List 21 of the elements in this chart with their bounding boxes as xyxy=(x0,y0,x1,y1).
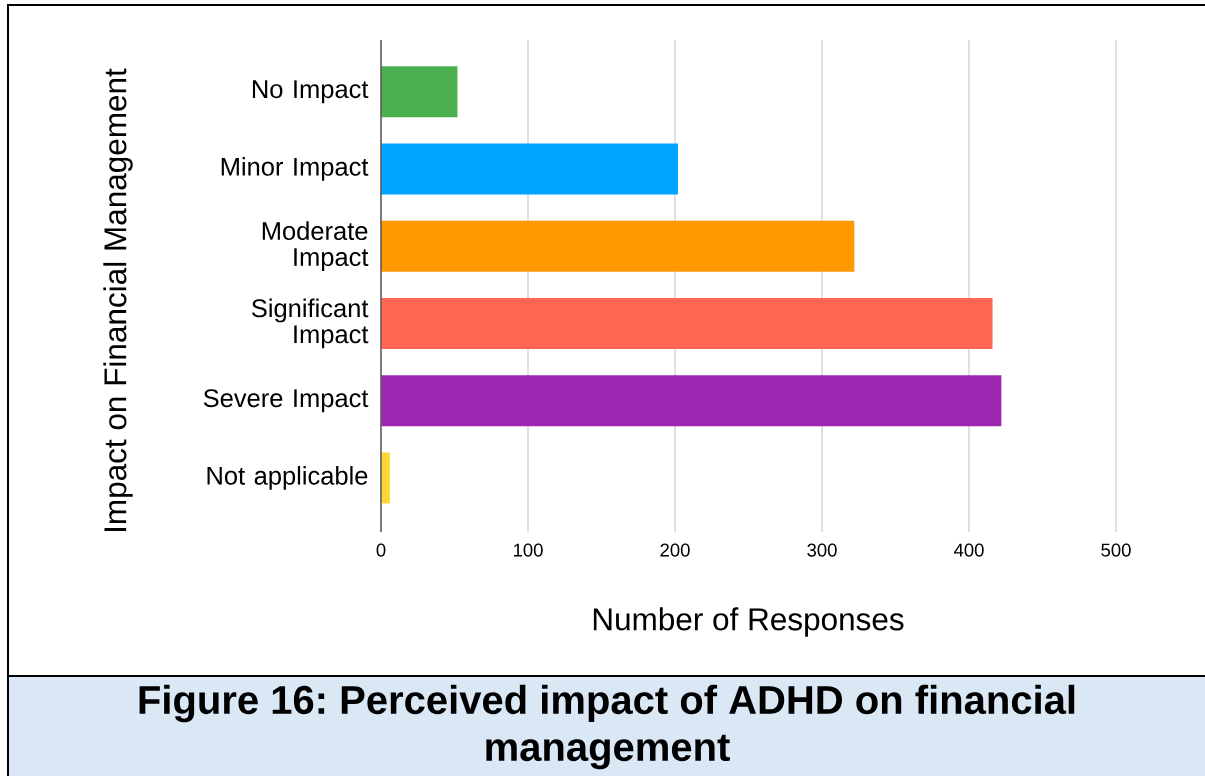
y-tick-label: Not applicable xyxy=(207,466,368,490)
x-tick-label: 500 xyxy=(1101,543,1131,557)
bar xyxy=(381,66,458,118)
x-tick-label: 0 xyxy=(376,543,386,557)
y-tick-label: Moderate Impact xyxy=(262,221,369,272)
y-tick-label: Severe Impact xyxy=(203,389,369,413)
y-axis-title: Impact on Financial Management xyxy=(103,68,133,531)
x-tick-label: 300 xyxy=(807,543,837,557)
y-tick-label: Minor Impact xyxy=(221,157,369,181)
bar xyxy=(381,452,390,504)
bar xyxy=(381,297,993,349)
x-axis-title: Number of Responses xyxy=(593,607,904,637)
bar xyxy=(381,143,678,195)
x-tick-label: 400 xyxy=(953,543,984,557)
text: Figure 16: Perceived impact of ADHD on financial management xyxy=(139,684,1075,770)
y-tick-label: No Impact xyxy=(252,80,369,104)
bar xyxy=(381,220,855,272)
bar xyxy=(381,375,1002,427)
x-tick-label: 100 xyxy=(513,543,543,557)
x-tick-label: 200 xyxy=(660,543,690,557)
y-tick-label: Significant Impact xyxy=(251,298,369,349)
